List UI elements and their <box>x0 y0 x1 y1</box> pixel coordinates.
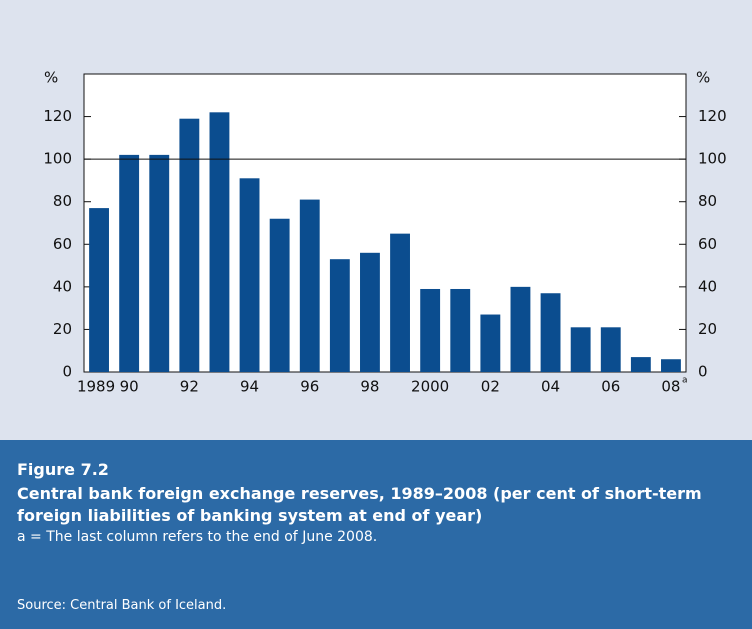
bar <box>570 327 591 372</box>
x-tick-label: 96 <box>300 378 319 396</box>
x-tick-label: 2000 <box>411 378 449 396</box>
y-unit-right: % <box>696 69 710 87</box>
plot-area <box>83 73 687 373</box>
bar <box>239 178 260 372</box>
y2-tick-label: 0 <box>698 363 708 381</box>
y-unit-left: % <box>44 69 58 87</box>
caption: Figure 7.2 Central bank foreign exchange… <box>0 440 752 629</box>
y-tick-label: 20 <box>53 320 72 338</box>
y2-tick-label: 60 <box>698 235 717 253</box>
note: a = The last column refers to the end of… <box>17 529 378 545</box>
y-tick-label: 60 <box>53 235 72 253</box>
bar <box>179 118 200 372</box>
bar <box>209 112 230 373</box>
x-tick-label: 04 <box>541 378 560 396</box>
bar <box>540 293 561 372</box>
y-tick-label: 80 <box>53 192 72 210</box>
y-tick-label: 100 <box>43 150 72 168</box>
y2-tick-label: 120 <box>698 107 727 125</box>
y2-tick-label: 80 <box>698 192 717 210</box>
category-note: a <box>682 376 688 386</box>
x-tick-label: 1989 <box>77 378 115 396</box>
x-tick-label: 92 <box>180 378 199 396</box>
y2-tick-label: 40 <box>698 277 717 295</box>
bar <box>360 252 380 372</box>
bar <box>480 314 501 372</box>
chart-title: Central bank foreign exchange reserves, … <box>17 484 702 525</box>
x-tick-label: 90 <box>120 378 139 396</box>
bar <box>269 218 290 372</box>
source: Source: Central Bank of Iceland. <box>17 598 227 613</box>
y2-tick-label: 100 <box>698 150 727 168</box>
x-tick-label: 94 <box>240 378 259 396</box>
y2-tick-label: 20 <box>698 320 717 338</box>
y-tick-label: 0 <box>62 363 72 381</box>
x-tick-label: 06 <box>601 378 620 396</box>
bar <box>329 259 350 372</box>
bar <box>450 288 471 372</box>
bar <box>149 154 170 372</box>
y-tick-label: 40 <box>53 277 72 295</box>
bar <box>630 357 651 372</box>
y-tick-label: 120 <box>43 107 72 125</box>
figure-label: Figure 7.2 <box>17 460 109 479</box>
bar <box>299 199 320 372</box>
bar <box>89 208 109 372</box>
bar <box>390 233 410 372</box>
x-tick-label: 08 <box>661 378 680 396</box>
bar <box>510 286 531 372</box>
bar <box>600 327 621 372</box>
x-tick-label: 98 <box>360 378 379 396</box>
bar <box>420 288 441 372</box>
x-tick-label: 02 <box>481 378 500 396</box>
bar <box>661 359 681 372</box>
bar <box>119 154 140 372</box>
